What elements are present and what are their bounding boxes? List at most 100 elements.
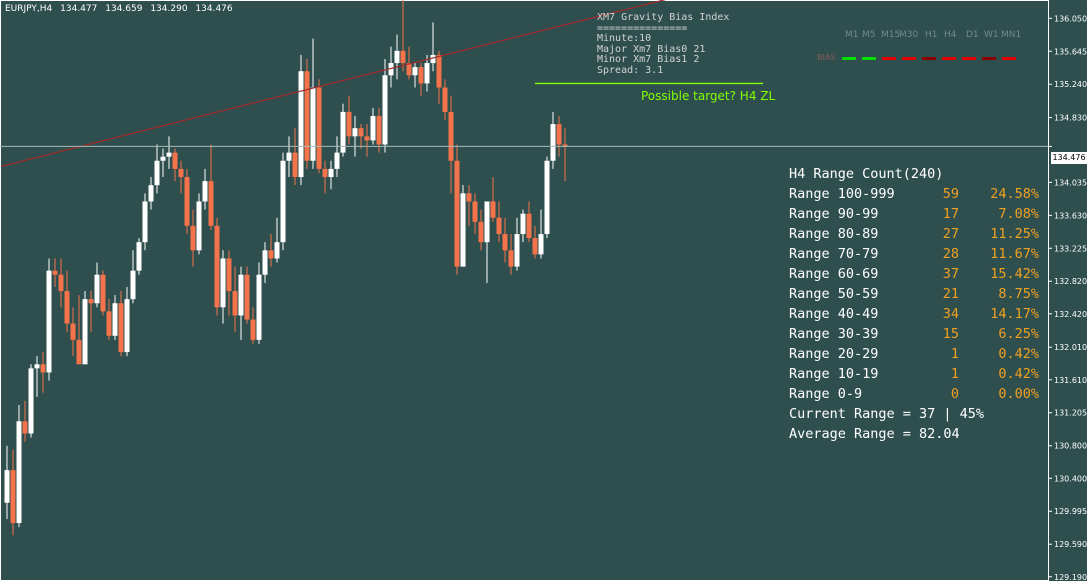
candle-body-58 bbox=[352, 128, 358, 137]
bias-timeframe-h1: H1 bbox=[925, 30, 938, 40]
candle-body-47 bbox=[286, 152, 292, 161]
range-label: Range 60-69 bbox=[789, 266, 879, 282]
candle-body-79 bbox=[478, 221, 484, 243]
candle-body-73 bbox=[442, 87, 448, 112]
range-label: Range 40-49 bbox=[789, 306, 879, 322]
candle-body-54 bbox=[328, 168, 334, 178]
range-count: 1 bbox=[950, 366, 959, 382]
y-tick-label-0: 136.050 bbox=[1054, 14, 1087, 23]
candle-body-84 bbox=[508, 250, 514, 267]
range-count: 15 bbox=[942, 326, 959, 342]
range-percent: 6.25% bbox=[998, 326, 1039, 342]
candle-body-13 bbox=[82, 299, 88, 365]
candle-body-16 bbox=[100, 274, 106, 312]
range-count: 1 bbox=[950, 346, 959, 362]
candle-body-60 bbox=[364, 136, 370, 141]
candle-body-53 bbox=[322, 168, 328, 178]
candle-body-20 bbox=[124, 299, 130, 353]
candle-body-46 bbox=[280, 160, 286, 243]
range-count: 28 bbox=[942, 246, 959, 262]
candle-body-19 bbox=[118, 303, 124, 353]
candle-body-43 bbox=[262, 250, 268, 275]
candle-body-63 bbox=[382, 75, 388, 145]
bias-timeframe-d1: D1 bbox=[966, 30, 979, 40]
bias-segment-m30 bbox=[902, 57, 916, 60]
bias-segment-w1 bbox=[982, 57, 996, 60]
candle-body-86 bbox=[520, 213, 526, 235]
indicator-major-bias: Major Xm7 Bias0 21 bbox=[597, 43, 706, 55]
candle-body-81 bbox=[490, 201, 496, 218]
bias-segment-h1 bbox=[922, 57, 936, 60]
candle-body-91 bbox=[550, 124, 556, 161]
candle-body-0 bbox=[4, 470, 10, 503]
chart-lines bbox=[0, 0, 1049, 168]
candle-body-78 bbox=[472, 201, 478, 222]
candle-body-83 bbox=[502, 234, 508, 251]
low-price: 134.290 bbox=[150, 4, 188, 14]
candles bbox=[4, 0, 568, 536]
candle-body-34 bbox=[208, 181, 214, 226]
candle-body-41 bbox=[250, 319, 256, 340]
bias-timeframe-h4: H4 bbox=[944, 30, 957, 40]
bias-timeframe-mn1: MN1 bbox=[1001, 30, 1022, 40]
candle-body-74 bbox=[448, 111, 454, 161]
range-percent: 11.25% bbox=[990, 226, 1039, 242]
candle-body-59 bbox=[358, 128, 364, 137]
bias-timeframe-m15: M15 bbox=[881, 30, 901, 40]
candle-body-14 bbox=[88, 299, 94, 304]
candle-body-82 bbox=[496, 217, 502, 235]
range-label: Range 50-59 bbox=[789, 286, 879, 302]
y-tick-label-12: 131.205 bbox=[1054, 409, 1087, 418]
candle-body-23 bbox=[142, 201, 148, 243]
candle-body-75 bbox=[454, 160, 460, 267]
candle-body-31 bbox=[190, 225, 196, 251]
range-count: 27 bbox=[942, 226, 959, 242]
range-percent: 0.42% bbox=[998, 346, 1039, 362]
candle-body-35 bbox=[214, 225, 220, 308]
candle-body-8 bbox=[52, 270, 58, 275]
candle-body-36 bbox=[220, 258, 226, 308]
range-label: Range 30-39 bbox=[789, 326, 879, 342]
bias-segment-m1 bbox=[842, 57, 856, 60]
candle-body-6 bbox=[40, 364, 46, 373]
close-price: 134.476 bbox=[195, 4, 233, 14]
y-tick-label-2: 135.240 bbox=[1054, 80, 1087, 89]
candle-body-37 bbox=[226, 258, 232, 292]
candle-body-85 bbox=[514, 234, 520, 267]
plot-border bbox=[0, 0, 1049, 581]
candle-body-62 bbox=[376, 115, 382, 145]
y-tick-label-11: 131.610 bbox=[1054, 376, 1087, 385]
range-label: Range 90-99 bbox=[789, 206, 879, 222]
y-tick-label-15: 129.995 bbox=[1054, 507, 1087, 516]
candle-body-18 bbox=[112, 303, 118, 336]
candle-body-29 bbox=[178, 168, 184, 178]
candle-body-17 bbox=[106, 311, 112, 336]
candle-body-4 bbox=[28, 368, 34, 434]
indicator-info: XM7 Gravity Bias Index =============== Min… bbox=[597, 12, 730, 76]
candle-body-70 bbox=[424, 63, 430, 84]
range-percent: 0.00% bbox=[998, 386, 1039, 402]
range-label: Range 0-9 bbox=[789, 386, 863, 402]
range-count: 34 bbox=[942, 306, 959, 322]
candle-body-25 bbox=[154, 160, 160, 186]
y-tick-label-5: 134.035 bbox=[1054, 178, 1087, 187]
candle-body-92 bbox=[556, 124, 562, 145]
candle-body-65 bbox=[394, 50, 400, 64]
candle-body-93 bbox=[562, 144, 568, 147]
range-count: 37 bbox=[942, 266, 959, 282]
candle-body-30 bbox=[184, 177, 190, 226]
candle-body-69 bbox=[418, 67, 424, 84]
candle-body-72 bbox=[436, 54, 442, 88]
bias-segment-mn1 bbox=[1002, 57, 1016, 60]
indicator-title: XM7 Gravity Bias Index bbox=[597, 12, 730, 23]
bias-segment-d1 bbox=[962, 57, 976, 60]
range-count: 0 bbox=[950, 386, 959, 402]
y-tick-label-6: 133.630 bbox=[1054, 211, 1087, 220]
bias-segment-m5 bbox=[862, 57, 876, 60]
candle-body-51 bbox=[310, 87, 316, 161]
bias-timeframe-m1: M1 bbox=[845, 30, 859, 40]
range-count: 59 bbox=[942, 186, 959, 202]
candle-body-26 bbox=[160, 156, 166, 161]
